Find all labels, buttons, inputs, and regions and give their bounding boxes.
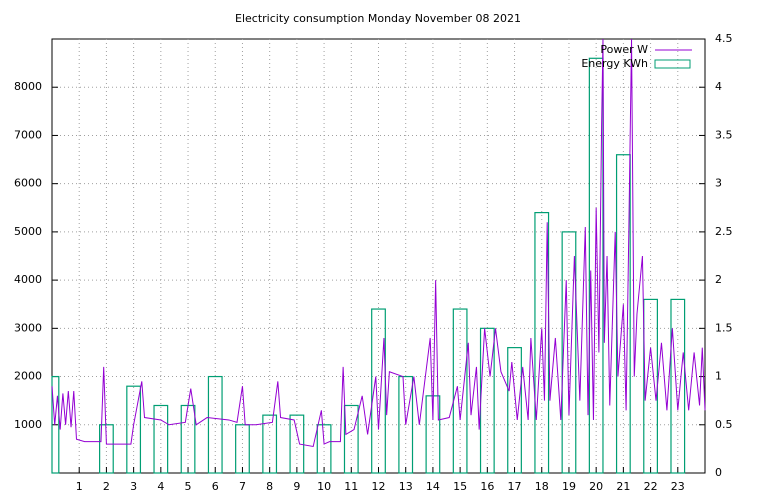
- x-tick-label: 21: [616, 480, 630, 493]
- x-tick-label: 12: [372, 480, 386, 493]
- legend-swatch: [654, 59, 691, 69]
- x-tick-label: 16: [480, 480, 494, 493]
- x-tick-label: 7: [239, 480, 246, 493]
- x-tick-label: 15: [453, 480, 467, 493]
- energy-box: [371, 308, 386, 474]
- x-tick-label: 13: [399, 480, 413, 493]
- legend-label: Power W: [600, 43, 648, 56]
- y2-tick-label: 3.5: [715, 128, 733, 141]
- energy-box: [561, 231, 577, 474]
- energy-box: [316, 424, 332, 474]
- x-tick-label: 22: [644, 480, 658, 493]
- x-tick-label: 9: [293, 480, 300, 493]
- x-tick-label: 23: [671, 480, 685, 493]
- y-tick-label: 2000: [14, 370, 42, 383]
- legend-label: Energy KWh: [581, 57, 648, 70]
- y-tick-label: 4000: [14, 273, 42, 286]
- y2-tick-label: 3: [715, 177, 722, 190]
- y2-tick-label: 1.5: [715, 321, 733, 334]
- power-line: [51, 38, 706, 448]
- energy-box: [643, 298, 658, 474]
- y2-tick-label: 0.5: [715, 418, 733, 431]
- x-tick-label: 3: [130, 480, 137, 493]
- y-tick-label: 6000: [14, 177, 42, 190]
- chart-title: Electricity consumption Monday November …: [235, 12, 521, 25]
- y-tick-label: 5000: [14, 225, 42, 238]
- energy-box: [207, 375, 223, 474]
- energy-box: [588, 57, 604, 474]
- x-tick-label: 11: [344, 480, 358, 493]
- energy-box: [99, 424, 114, 474]
- x-tick-label: 10: [317, 480, 331, 493]
- y2-tick-label: 4.5: [715, 32, 733, 45]
- energy-box: [262, 414, 278, 474]
- energy-box: [343, 404, 359, 474]
- energy-box: [51, 375, 60, 474]
- energy-box: [153, 404, 169, 474]
- energy-box: [235, 424, 250, 474]
- x-tick-label: 20: [589, 480, 603, 493]
- x-tick-label: 17: [508, 480, 522, 493]
- y-tick-label: 3000: [14, 321, 42, 334]
- x-tick-label: 19: [562, 480, 576, 493]
- y-tick-label: 7000: [14, 128, 42, 141]
- y-tick-label: 8000: [14, 80, 42, 93]
- x-tick-label: 4: [157, 480, 164, 493]
- x-tick-label: 1: [76, 480, 83, 493]
- x-tick-label: 8: [266, 480, 273, 493]
- x-tick-label: 5: [185, 480, 192, 493]
- x-tick-label: 14: [426, 480, 440, 493]
- energy-box: [126, 385, 142, 474]
- x-tick-label: 2: [103, 480, 110, 493]
- energy-box: [398, 375, 414, 474]
- y2-tick-label: 4: [715, 80, 722, 93]
- energy-box: [289, 414, 305, 474]
- y2-tick-label: 1: [715, 370, 722, 383]
- energy-box: [452, 308, 468, 474]
- energy-box: [670, 298, 686, 474]
- x-tick-label: 18: [535, 480, 549, 493]
- y2-tick-label: 0: [715, 466, 722, 479]
- energy-box: [507, 347, 522, 474]
- y-tick-label: 1000: [14, 418, 42, 431]
- y2-tick-label: 2: [715, 273, 722, 286]
- y2-tick-label: 2.5: [715, 225, 733, 238]
- x-tick-label: 6: [212, 480, 219, 493]
